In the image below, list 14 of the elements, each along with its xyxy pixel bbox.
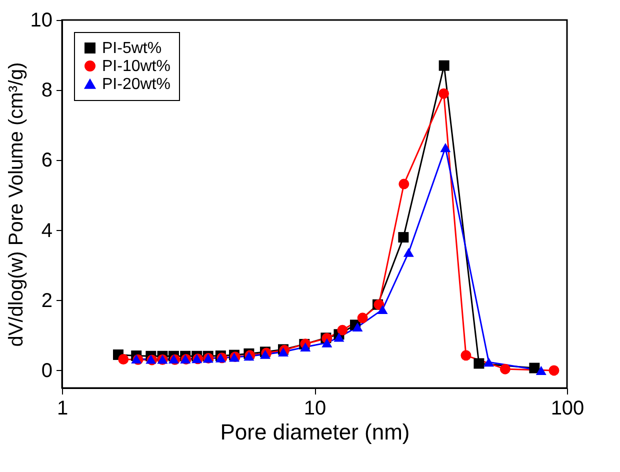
y-tick-label: 8 [41, 80, 52, 102]
y-tick-label: 2 [41, 290, 52, 312]
x-axis-title: Pore diameter (nm) [220, 420, 410, 444]
y-tick-label: 10 [30, 10, 52, 32]
legend-label: PI-20wt% [102, 76, 170, 93]
y-tick-label: 4 [41, 220, 52, 242]
x-tick-label: 100 [550, 398, 584, 420]
y-axis-title: dV/dlog(w) Pore Volume (cm³/g) [5, 62, 28, 347]
y-tick-label: 0 [41, 360, 52, 382]
legend-label: PI-10wt% [102, 58, 170, 75]
x-tick-label: 10 [304, 398, 326, 420]
legend-label: PI-5wt% [102, 40, 162, 57]
y-tick-label: 6 [41, 150, 52, 172]
x-tick-label: 1 [56, 398, 68, 420]
